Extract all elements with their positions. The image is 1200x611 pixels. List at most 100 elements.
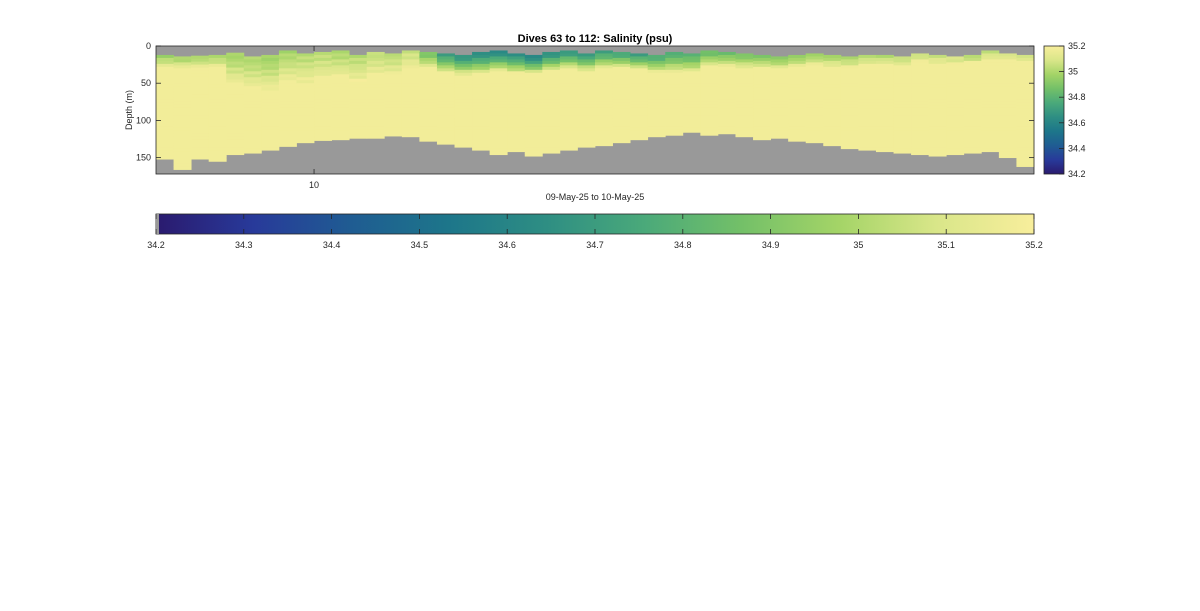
salinity-cell xyxy=(735,95,754,99)
salinity-cell xyxy=(858,96,877,100)
salinity-cell xyxy=(700,127,719,132)
salinity-cell xyxy=(735,115,754,120)
salinity-cell xyxy=(963,141,982,145)
salinity-cell xyxy=(173,56,192,60)
salinity-cell xyxy=(1016,159,1035,163)
salinity-cell xyxy=(507,80,526,84)
salinity-cell xyxy=(366,126,385,130)
salinity-cell xyxy=(717,108,736,112)
salinity-cell xyxy=(278,56,297,60)
salinity-cell xyxy=(208,96,227,100)
salinity-cell xyxy=(436,112,455,117)
salinity-cell xyxy=(436,68,455,72)
salinity-cell xyxy=(875,66,894,71)
salinity-cell xyxy=(770,127,789,132)
salinity-cell xyxy=(261,138,280,142)
salinity-cell xyxy=(314,60,332,65)
salinity-cell xyxy=(208,99,227,103)
salinity-cell xyxy=(226,142,245,146)
salinity-cell xyxy=(524,90,543,95)
salinity-cell xyxy=(243,148,262,153)
salinity-cell xyxy=(858,66,877,71)
salinity-cell xyxy=(805,139,824,144)
salinity-cell xyxy=(823,114,842,118)
salinity-cell xyxy=(682,53,701,57)
salinity-cell xyxy=(489,124,508,129)
salinity-cell xyxy=(805,130,824,135)
salinity-cell xyxy=(436,110,455,114)
salinity-cell xyxy=(436,95,455,99)
salinity-cell xyxy=(753,69,771,74)
salinity-cell xyxy=(226,153,245,156)
salinity-cell xyxy=(840,130,859,135)
salinity-cell xyxy=(261,66,280,71)
salinity-cell xyxy=(630,74,649,78)
salinity-cell xyxy=(612,87,631,92)
salinity-cell xyxy=(173,83,192,87)
bottom-colorbar-tick-label: 34.4 xyxy=(323,240,341,250)
salinity-cell xyxy=(577,121,596,126)
salinity-cell xyxy=(419,57,438,62)
salinity-cell xyxy=(981,136,1000,141)
salinity-cell xyxy=(507,115,526,120)
salinity-cell xyxy=(472,60,491,65)
salinity-cell xyxy=(454,72,473,77)
salinity-cell xyxy=(296,71,315,75)
salinity-cell xyxy=(700,110,719,114)
salinity-cell xyxy=(314,99,332,103)
salinity-cell xyxy=(419,75,438,80)
salinity-cell xyxy=(226,97,245,101)
salinity-cell xyxy=(559,118,578,123)
salinity-cell xyxy=(665,93,684,98)
salinity-cell xyxy=(524,99,543,103)
salinity-cell xyxy=(208,90,227,95)
salinity-cell xyxy=(858,57,877,62)
salinity-cell xyxy=(436,104,455,108)
salinity-cell xyxy=(314,66,332,71)
salinity-cell xyxy=(805,124,824,129)
salinity-cell xyxy=(314,51,332,56)
salinity-cell xyxy=(911,53,930,57)
salinity-cell xyxy=(612,75,631,80)
salinity-cell xyxy=(981,104,1000,108)
salinity-cell xyxy=(243,112,262,117)
salinity-cell xyxy=(366,117,385,121)
salinity-cell xyxy=(507,148,526,153)
salinity-cell xyxy=(226,58,245,63)
salinity-cell xyxy=(682,127,701,132)
salinity-cell xyxy=(208,108,227,112)
salinity-cell xyxy=(419,117,438,121)
salinity-cell xyxy=(946,151,965,156)
salinity-cell xyxy=(682,124,701,129)
salinity-cell xyxy=(156,78,174,83)
salinity-cell xyxy=(612,135,631,139)
salinity-cell xyxy=(173,130,192,135)
salinity-cell xyxy=(682,56,701,60)
salinity-cell xyxy=(911,151,930,156)
salinity-cell xyxy=(735,127,754,132)
salinity-cell xyxy=(507,101,526,105)
salinity-cell xyxy=(823,93,842,98)
salinity-cell xyxy=(700,104,719,108)
salinity-cell xyxy=(296,59,315,63)
salinity-cell xyxy=(454,105,473,109)
salinity-cell xyxy=(542,111,561,115)
salinity-cell xyxy=(524,54,543,59)
salinity-cell xyxy=(454,78,473,83)
salinity-cell xyxy=(156,60,174,65)
salinity-cell xyxy=(156,102,174,106)
salinity-cell xyxy=(278,86,297,90)
salinity-cell xyxy=(524,84,543,89)
salinity-cell xyxy=(191,97,210,101)
salinity-cell xyxy=(577,136,596,141)
salinity-cell xyxy=(489,77,508,81)
salinity-cell xyxy=(349,117,368,121)
salinity-cell xyxy=(419,102,438,106)
salinity-cell xyxy=(278,92,297,96)
salinity-cell xyxy=(296,92,315,96)
salinity-cell xyxy=(208,147,227,151)
salinity-cell xyxy=(735,83,754,87)
salinity-cell xyxy=(401,53,420,57)
salinity-cell xyxy=(946,148,965,153)
salinity-cell xyxy=(349,102,368,106)
